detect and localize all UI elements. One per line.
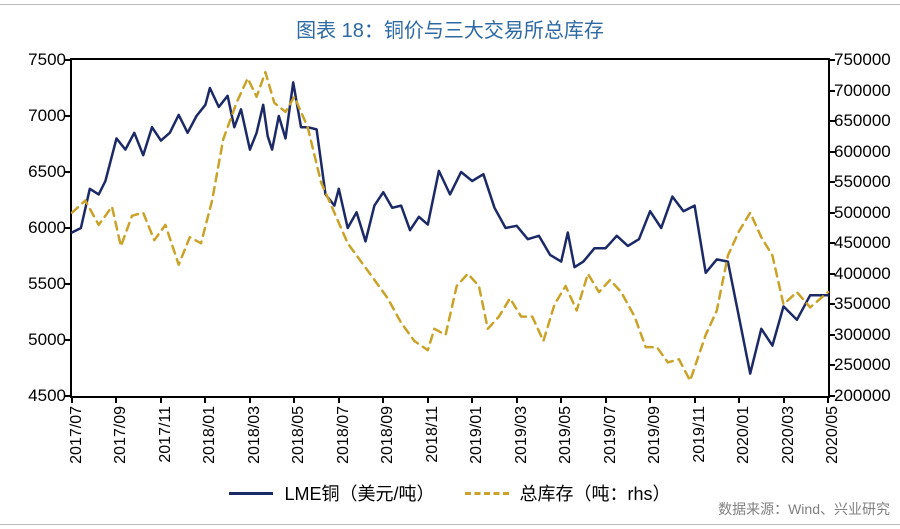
- x-tick: 2018/07: [335, 406, 353, 464]
- tick-mark: [828, 273, 835, 275]
- series-total_inventory: [72, 72, 828, 381]
- chart-lines: [72, 60, 828, 396]
- source-text: 数据来源：Wind、兴业研究: [718, 499, 890, 519]
- tick-mark: [828, 212, 835, 214]
- x-tick: 2018/03: [246, 406, 264, 464]
- tick-mark: [115, 396, 117, 403]
- y-right-tick: 450000: [834, 233, 891, 253]
- tick-mark: [828, 181, 835, 183]
- x-tick: 2018/11: [424, 406, 442, 463]
- tick-mark: [649, 396, 651, 403]
- x-tick: 2020/05: [824, 406, 842, 464]
- tick-mark: [828, 303, 835, 305]
- legend-label-lme: LME铜（美元/吨）: [284, 484, 434, 504]
- y-left-tick: 6000: [28, 218, 66, 238]
- tick-mark: [828, 364, 835, 366]
- tick-mark: [828, 395, 835, 397]
- tick-mark: [828, 90, 835, 92]
- tick-mark: [516, 396, 518, 403]
- tick-mark: [65, 59, 72, 61]
- tick-mark: [783, 396, 785, 403]
- tick-mark: [65, 339, 72, 341]
- y-right-tick: 500000: [834, 203, 891, 223]
- y-left-tick: 7500: [28, 50, 66, 70]
- tick-mark: [427, 396, 429, 403]
- x-tick: 2020/03: [780, 406, 798, 464]
- tick-mark: [65, 115, 72, 117]
- legend-swatch-lme: [229, 492, 273, 495]
- y-right-tick: 250000: [834, 355, 891, 375]
- legend-swatch-inventory: [465, 492, 509, 495]
- tick-mark: [827, 396, 829, 403]
- tick-mark: [249, 396, 251, 403]
- y-right-tick: 300000: [834, 325, 891, 345]
- y-left-tick: 6500: [28, 162, 66, 182]
- y-right-tick: 350000: [834, 294, 891, 314]
- tick-mark: [65, 283, 72, 285]
- tick-mark: [293, 396, 295, 403]
- x-tick: 2019/03: [513, 406, 531, 464]
- tick-mark: [71, 396, 73, 403]
- x-tick: 2019/05: [557, 406, 575, 464]
- y-left-tick: 4500: [28, 386, 66, 406]
- y-left-tick: 5500: [28, 274, 66, 294]
- x-tick: 2019/11: [691, 406, 709, 463]
- x-tick: 2017/09: [112, 406, 130, 464]
- y-right-tick: 650000: [834, 111, 891, 131]
- y-right-tick: 200000: [834, 386, 891, 406]
- tick-mark: [694, 396, 696, 403]
- tick-mark: [605, 396, 607, 403]
- x-tick: 2017/11: [157, 406, 175, 463]
- tick-mark: [828, 59, 835, 61]
- bottom-rule: [0, 524, 900, 525]
- series-lme_copper: [72, 82, 828, 373]
- x-tick: 2018/01: [201, 406, 219, 464]
- tick-mark: [828, 334, 835, 336]
- x-tick: 2019/09: [646, 406, 664, 464]
- y-right-tick: 400000: [834, 264, 891, 284]
- x-tick: 2019/01: [468, 406, 486, 464]
- y-left-tick: 5000: [28, 330, 66, 350]
- y-right-tick: 550000: [834, 172, 891, 192]
- x-tick: 2018/09: [379, 406, 397, 464]
- tick-mark: [160, 396, 162, 403]
- y-right-tick: 750000: [834, 50, 891, 70]
- tick-mark: [338, 396, 340, 403]
- plot-area: 4500500055006000650070007500200000250000…: [70, 58, 830, 398]
- tick-mark: [738, 396, 740, 403]
- tick-mark: [828, 242, 835, 244]
- x-tick: 2018/05: [290, 406, 308, 464]
- x-tick: 2017/07: [68, 406, 86, 464]
- chart-title: 图表 18：铜价与三大交易所总库存: [0, 14, 900, 43]
- tick-mark: [382, 396, 384, 403]
- x-tick: 2020/01: [735, 406, 753, 464]
- top-rule: [0, 4, 900, 5]
- tick-mark: [828, 151, 835, 153]
- legend-label-inventory: 总库存（吨：rhs）: [520, 484, 671, 504]
- x-tick: 2019/07: [602, 406, 620, 464]
- tick-mark: [471, 396, 473, 403]
- tick-mark: [204, 396, 206, 403]
- tick-mark: [65, 227, 72, 229]
- y-left-tick: 7000: [28, 106, 66, 126]
- tick-mark: [560, 396, 562, 403]
- y-right-tick: 700000: [834, 81, 891, 101]
- tick-mark: [65, 171, 72, 173]
- tick-mark: [828, 120, 835, 122]
- y-right-tick: 600000: [834, 142, 891, 162]
